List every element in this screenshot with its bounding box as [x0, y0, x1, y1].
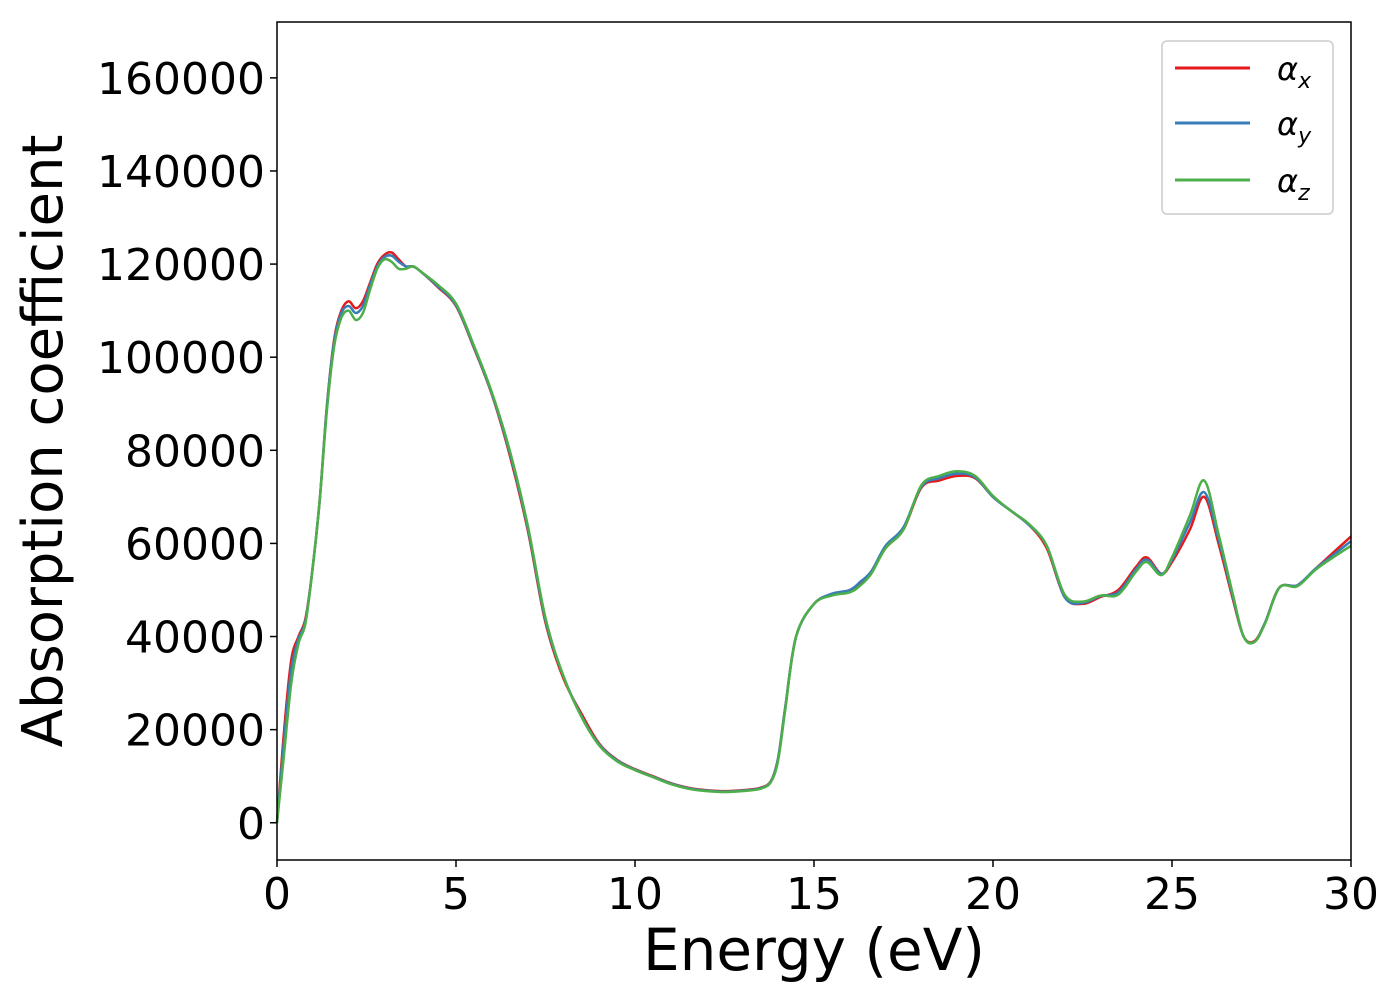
x-axis-label: Energy (eV)	[643, 916, 985, 984]
legend-item-x: αx	[1175, 50, 1312, 94]
legend-label-z: αz	[1277, 162, 1310, 206]
x-tick-label: 5	[442, 869, 470, 920]
legend: αx αy αz	[1161, 40, 1334, 215]
y-tick-label: 0	[237, 799, 265, 850]
y-tick-label: 20000	[125, 706, 265, 757]
x-tick-label: 25	[1144, 869, 1200, 920]
legend-label-y: αy	[1277, 105, 1312, 149]
y-tick-label: 160000	[97, 54, 265, 105]
y-axis-ticks: 0 20000 40000 60000 80000 100000 120000 140000 1…	[97, 54, 277, 850]
y-tick-label: 60000	[125, 519, 265, 570]
legend-label-x: αx	[1277, 50, 1312, 94]
x-tick-label: 20	[965, 869, 1021, 920]
x-axis-ticks: 0 5 10 15 20 25 30	[263, 860, 1379, 920]
legend-item-z: αz	[1175, 162, 1310, 206]
y-tick-label: 120000	[97, 240, 265, 291]
series-layer	[275, 250, 1352, 823]
x-tick-label: 15	[786, 869, 842, 920]
y-tick-label: 140000	[97, 147, 265, 198]
y-tick-label: 40000	[125, 613, 265, 664]
legend-box	[1161, 40, 1334, 215]
y-tick-label: 100000	[97, 333, 265, 384]
x-tick-label: 0	[263, 869, 291, 920]
x-tick-label: 10	[607, 869, 663, 920]
x-tick-label: 30	[1323, 869, 1379, 920]
y-axis-label: Absorption coefficient	[11, 135, 76, 748]
y-tick-label: 80000	[125, 426, 265, 477]
series-line-z	[275, 257, 1352, 823]
legend-item-y: αy	[1175, 105, 1312, 149]
